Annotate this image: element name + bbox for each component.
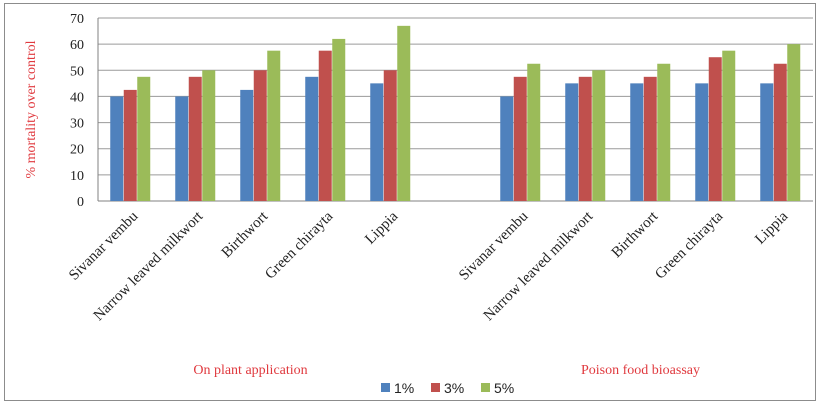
bar [657,63,671,201]
bar [202,70,216,202]
bar [787,44,801,202]
bar [500,96,514,201]
bar [695,83,709,201]
y-tick-label: 10 [70,169,84,184]
bar [370,83,384,201]
x-tick-label: Birthwort [609,208,662,261]
bar [527,63,541,201]
bar [240,89,254,201]
bar [332,38,346,201]
legend-swatch [481,383,490,392]
y-axis-label: % mortality over control [24,40,39,178]
x-tick-label: Narrow leaved milkwort [481,208,597,324]
legend-label: 5% [494,380,514,396]
bar [722,50,736,201]
x-tick-label: Green chirayta [652,208,726,282]
y-tick-label: 40 [70,90,84,105]
legend-label: 1% [394,380,414,396]
bar [267,50,281,201]
bar [110,96,124,201]
group-label: Poison food bioassay [581,363,700,378]
bar [565,83,579,201]
x-tick-label: Lippia [362,208,401,247]
bar [578,76,592,201]
x-tick-label: Birthwort [219,208,272,261]
bar [513,76,527,201]
y-tick-label: 0 [77,195,84,210]
bar [123,89,137,201]
bar [175,96,189,201]
bar [643,76,657,201]
bar [760,83,774,201]
y-tick-label: 60 [70,38,84,53]
group-label: On plant application [193,363,307,378]
bar [318,50,332,201]
chart-frame: 0 10 20 30 40 50 60 70% mortality over control S… [4,3,816,401]
legend-label: 3% [444,380,464,396]
bar [708,57,722,201]
bar [773,63,787,201]
legend-swatch [381,383,390,392]
bar [253,70,267,202]
bar [305,76,319,201]
bar [592,70,606,202]
y-tick-label: 30 [70,117,84,132]
bar [383,70,397,202]
bar [630,83,644,201]
x-tick-label: Narrow leaved milkwort [91,208,207,324]
bar [188,76,202,201]
x-tick-label: Lippia [752,208,791,247]
x-tick-label: Green chirayta [262,208,336,282]
y-tick-label: 20 [70,143,84,158]
y-tick-label: 70 [70,12,84,27]
bar [137,76,151,201]
y-tick-label: 50 [70,64,84,79]
legend-swatch [431,383,440,392]
bar [397,25,411,201]
